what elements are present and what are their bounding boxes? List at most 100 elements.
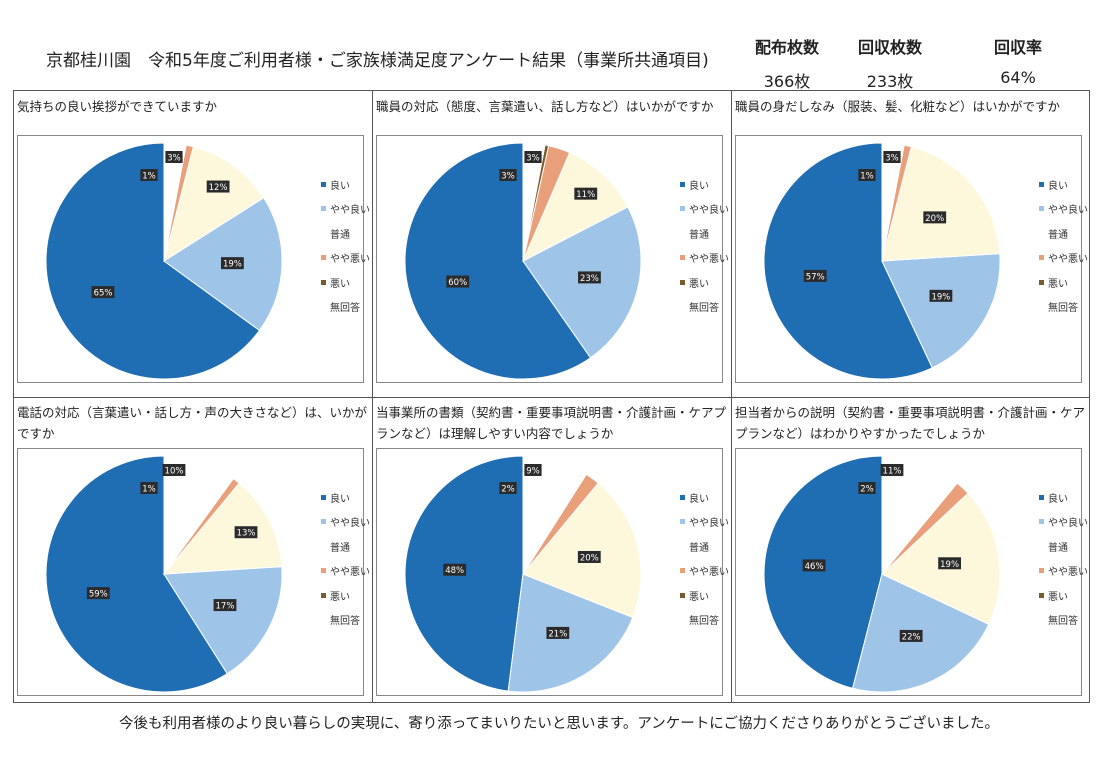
pie-slice-6: [881, 455, 958, 576]
pie-slice-6: [522, 455, 587, 576]
legend-item: 悪い: [321, 583, 370, 608]
legend-swatch: [1039, 231, 1044, 236]
legend-item: やや悪い: [1039, 246, 1088, 271]
legend-swatch: [1039, 592, 1044, 598]
legend-label: 悪い: [689, 278, 709, 290]
data-label-1: 59%: [86, 587, 110, 600]
svg-text:3%: 3%: [885, 154, 899, 164]
legend-item: やや良い: [321, 197, 370, 222]
legend-swatch: [680, 592, 685, 598]
pie-slice-6: [163, 455, 235, 576]
pie-chart: 59% 17% 13% 1% 10%: [45, 455, 283, 693]
chart-legend: 良い やや良い 普通 やや悪い 悪い 無回答: [321, 172, 370, 319]
legend-label: やや悪い: [1048, 567, 1088, 579]
data-label-4: 2%: [858, 482, 876, 495]
collected-value: 233枚: [866, 72, 914, 91]
pie-chart-box: 48% 21% 20% 2% 9% 良い やや良い 普通 やや悪い 悪い 無回答: [376, 448, 729, 696]
legend-label: 悪い: [689, 591, 709, 603]
legend-swatch: [321, 494, 326, 500]
chart-question: 当事業所の書類（契約書・重要事項説明書・介護計画・ケアプランなど）は理解しやすい…: [376, 405, 727, 441]
chart-legend: 良い やや良い 普通 やや悪い 悪い 無回答: [680, 172, 729, 319]
legend-label: 無回答: [689, 303, 719, 315]
data-label-2: 19%: [221, 257, 244, 270]
svg-text:60%: 60%: [448, 278, 467, 288]
legend-item: 普通: [680, 534, 729, 559]
legend-label: 普通: [330, 229, 350, 241]
legend-item: 良い: [1039, 172, 1088, 197]
legend-label: やや良い: [1048, 518, 1088, 530]
pie-slice-1: [45, 455, 228, 693]
pie-slice-1: [404, 142, 592, 380]
pie-slice-6: [522, 142, 546, 262]
legend-swatch: [680, 617, 685, 622]
response-rate-value: 64%: [1000, 68, 1036, 87]
svg-text:59%: 59%: [89, 590, 108, 600]
svg-text:3%: 3%: [526, 154, 540, 164]
legend-label: 良い: [689, 180, 709, 192]
data-label-1: 48%: [443, 563, 467, 576]
legend-item: やや良い: [1039, 197, 1088, 222]
svg-text:2%: 2%: [860, 485, 874, 495]
data-label-6: 11%: [880, 464, 904, 477]
data-label-2: 22%: [899, 629, 923, 642]
legend-label: やや良い: [689, 205, 729, 217]
pie-slice-3: [521, 151, 629, 263]
data-label-3: 20%: [923, 211, 947, 224]
legend-swatch: [321, 617, 326, 622]
chart-legend: 良い やや良い 普通 やや悪い 悪い 無回答: [1039, 172, 1088, 319]
collected-label: 回収枚数: [857, 38, 922, 57]
legend-item: やや悪い: [321, 559, 370, 584]
legend-swatch: [1039, 206, 1044, 212]
legend-swatch: [680, 304, 685, 309]
legend-label: 普通: [689, 542, 709, 554]
data-label-4: 1%: [858, 169, 876, 182]
legend-label: 良い: [689, 493, 709, 505]
data-label-4: 1%: [140, 169, 158, 182]
legend-item: 普通: [1039, 534, 1088, 559]
legend-item: やや良い: [1039, 510, 1088, 535]
footer-message: 今後も利用者様のより良い暮らしの実現に、寄り添ってまいりたいと思います。アンケー…: [119, 716, 999, 732]
legend-swatch: [680, 568, 685, 574]
chart-question: 電話の対応（言葉遣い・話し方・声の大きさなど）は、いかがですか: [17, 405, 368, 441]
legend-swatch: [1039, 255, 1044, 261]
legend-item: 無回答: [1039, 608, 1088, 633]
legend-item: やや良い: [680, 197, 729, 222]
svg-text:57%: 57%: [806, 272, 825, 282]
data-label-3: 12%: [206, 180, 230, 193]
pie-chart-box: 57% 19% 20% 1% 3% 良い やや良い 普通 やや悪い 悪い 無回答: [735, 135, 1088, 383]
legend-label: 無回答: [330, 616, 360, 628]
pie-chart-box: 59% 17% 13% 1% 10% 良い やや良い 普通 やや悪い 悪い 無回答: [17, 448, 370, 696]
legend-swatch: [321, 255, 326, 261]
pie-slice-6: [881, 142, 905, 262]
legend-label: やや良い: [1048, 205, 1088, 217]
chart-question: 職員の身だしなみ（服装、髪、化粧など）はいかがですか: [735, 99, 1061, 114]
legend-label: 悪い: [1048, 278, 1068, 290]
collected-stat: 回収枚数 233枚: [835, 34, 945, 92]
legend-item: やや悪い: [321, 246, 370, 271]
legend-item: 悪い: [321, 270, 370, 295]
legend-swatch: [321, 181, 326, 187]
data-label-3: 20%: [577, 550, 601, 563]
pie-chart: 60% 23% 11% 3% 3%: [404, 142, 642, 380]
legend-swatch: [321, 304, 326, 309]
svg-text:2%: 2%: [501, 485, 515, 495]
legend-item: 悪い: [1039, 583, 1088, 608]
legend-item: 良い: [321, 485, 370, 510]
legend-item: 普通: [680, 221, 729, 246]
pie-slice-1: [763, 455, 883, 689]
svg-text:1%: 1%: [860, 172, 874, 182]
svg-text:65%: 65%: [94, 289, 113, 299]
svg-text:1%: 1%: [142, 485, 156, 495]
legend-swatch: [321, 592, 326, 598]
data-label-6: 3%: [883, 151, 901, 164]
response-rate-stat: 回収率 64%: [963, 34, 1073, 87]
response-rate-label: 回収率: [993, 38, 1042, 57]
legend-swatch: [680, 255, 685, 261]
legend-label: 普通: [330, 542, 350, 554]
svg-text:17%: 17%: [216, 602, 235, 612]
legend-swatch: [680, 206, 685, 212]
svg-text:10%: 10%: [165, 467, 184, 477]
svg-text:19%: 19%: [931, 292, 950, 302]
chart-question: 職員の対応（態度、言葉遣い、話し方など）はいかがですか: [376, 99, 714, 114]
chart-panel-1: 気持ちの良い挨拶ができていますか 65% 19% 12% 1% 3% 良い やや良い 普通 やや悪…: [13, 90, 371, 396]
